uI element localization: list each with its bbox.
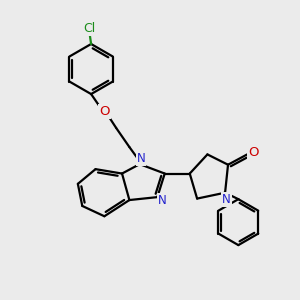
Text: O: O (248, 146, 259, 159)
Text: N: N (222, 193, 231, 206)
Text: N: N (158, 194, 167, 207)
Text: O: O (99, 105, 110, 118)
Text: N: N (137, 152, 146, 165)
Text: Cl: Cl (83, 22, 96, 35)
